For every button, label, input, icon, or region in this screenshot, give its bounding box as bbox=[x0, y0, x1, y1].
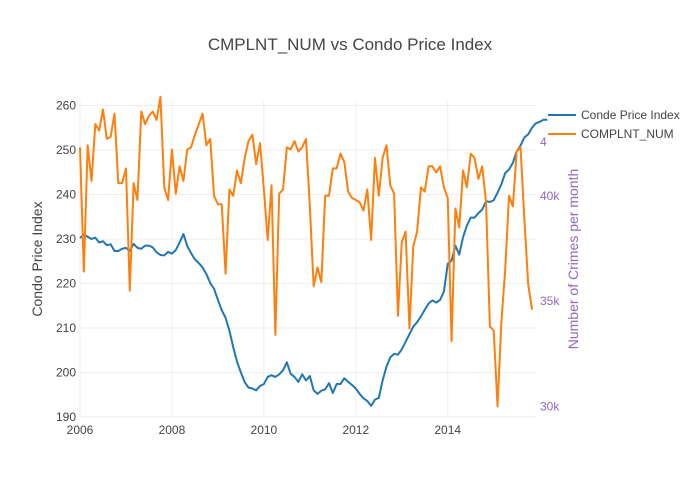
y2-tick-label-clipped: 4 bbox=[540, 135, 547, 149]
x-tick-label: 2012 bbox=[342, 423, 369, 437]
y2-tick-label: 30k bbox=[540, 399, 560, 413]
x-tick-label: 2006 bbox=[67, 423, 94, 437]
y-tick-label: 240 bbox=[56, 187, 76, 201]
legend-label-complnt-num[interactable]: COMPLNT_NUM bbox=[581, 127, 674, 141]
legend-label-conde-price-index[interactable]: Conde Price Index bbox=[581, 108, 680, 122]
series-line-conde-price-index[interactable] bbox=[79, 118, 548, 407]
y-tick-label: 260 bbox=[56, 98, 76, 112]
y-tick-label: 190 bbox=[56, 410, 76, 424]
grid-layer bbox=[79, 101, 536, 418]
chart-title: CMPLNT_NUM vs Condo Price Index bbox=[208, 35, 493, 54]
y-tick-label: 210 bbox=[56, 321, 76, 335]
y-axis-title: Condo Price Index bbox=[29, 201, 45, 316]
y2-tick-label: 35k bbox=[540, 294, 560, 308]
y-tick-label: 230 bbox=[56, 232, 76, 246]
x-tick-label: 2010 bbox=[251, 423, 278, 437]
x-tick-label: 2008 bbox=[159, 423, 186, 437]
axis-layer: 190 200 210 220 230 240 250 260 2006 2008 2010 2012… bbox=[56, 98, 560, 437]
y2-tick-label: 40k bbox=[540, 189, 560, 203]
series-line-complnt-num[interactable] bbox=[79, 95, 534, 408]
x-tick-label: 2014 bbox=[434, 423, 461, 437]
y-tick-label: 220 bbox=[56, 276, 76, 290]
y-tick-label: 200 bbox=[56, 365, 76, 379]
y2-axis-title: Number of Crimes per month bbox=[565, 169, 581, 350]
y-tick-label: 250 bbox=[56, 143, 76, 157]
legend: Conde Price Index COMPLNT_NUM bbox=[548, 108, 680, 141]
series-layer bbox=[79, 95, 548, 408]
